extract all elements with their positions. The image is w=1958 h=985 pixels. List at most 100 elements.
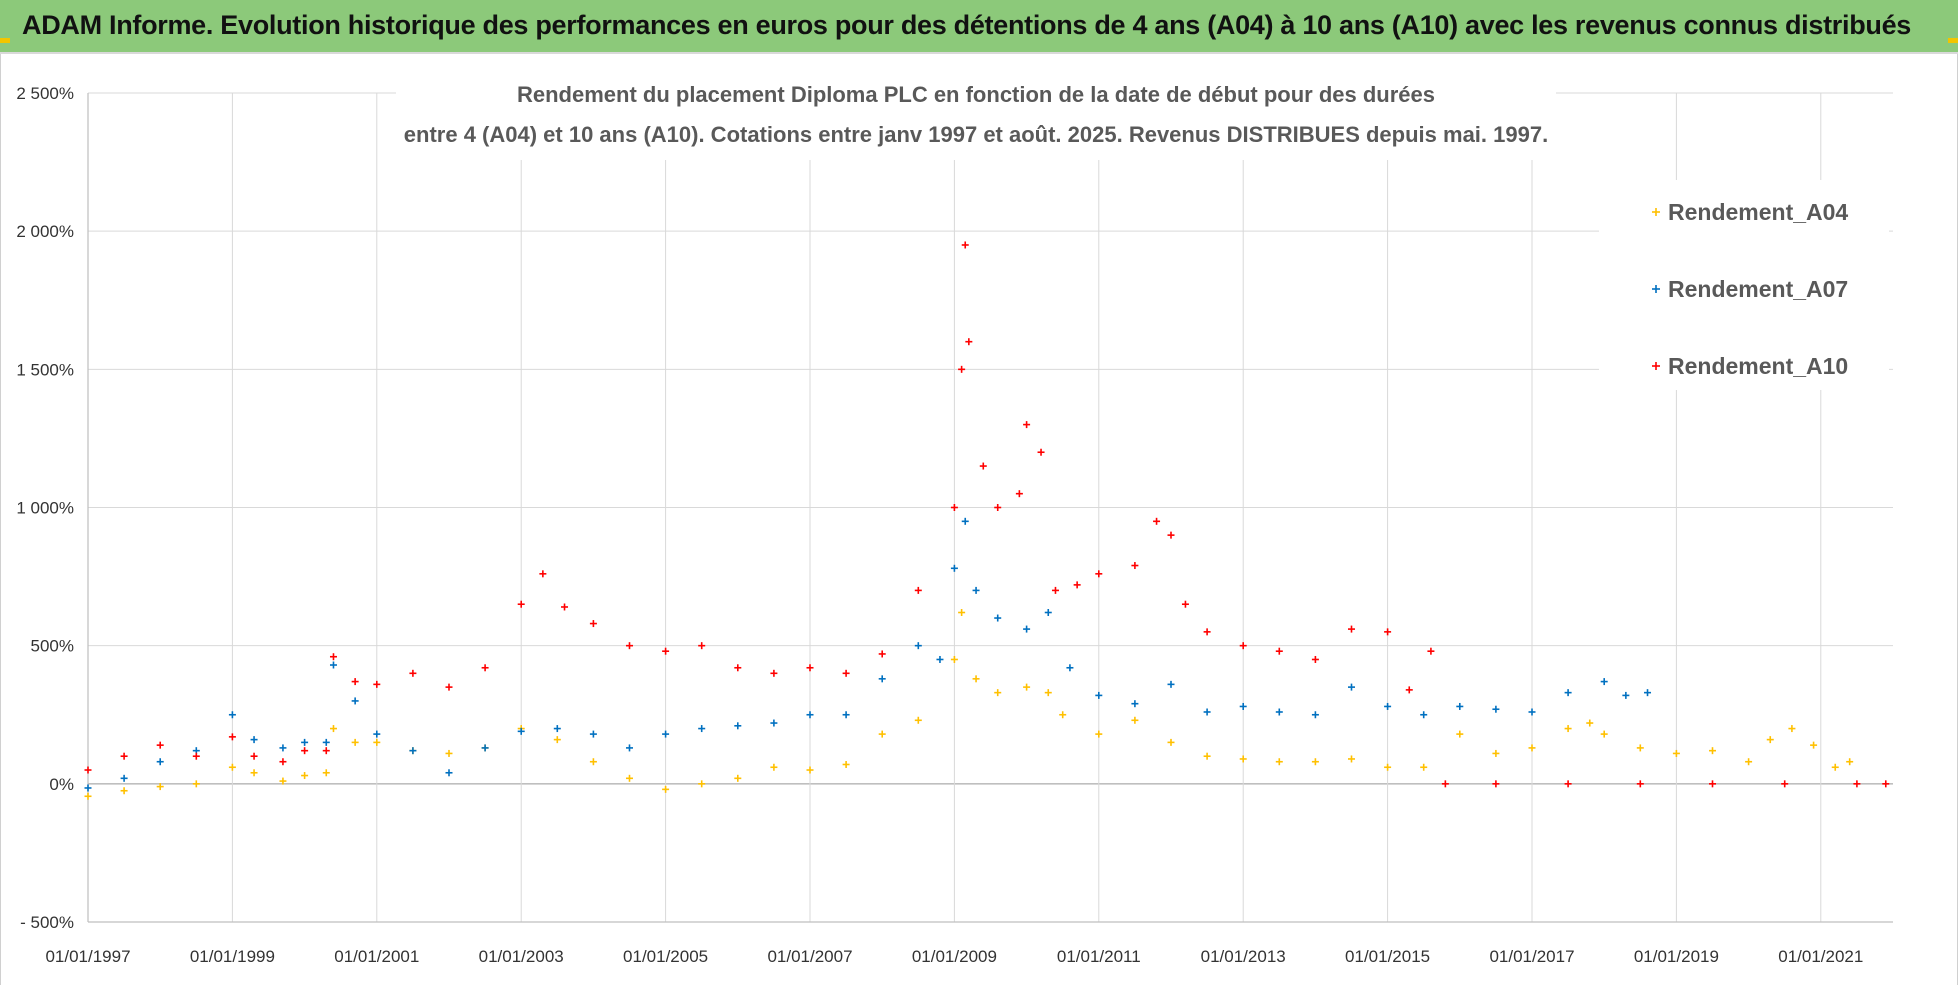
data-points xyxy=(84,241,1890,800)
data-point-rendement_a10 xyxy=(1181,600,1189,608)
data-point-rendement_a10 xyxy=(1037,448,1045,456)
data-point-rendement_a04 xyxy=(1275,758,1283,766)
data-point-rendement_a04 xyxy=(1059,711,1067,719)
data-point-rendement_a10 xyxy=(445,683,453,691)
data-point-rendement_a10 xyxy=(156,741,164,749)
x-tick-label: 01/01/1999 xyxy=(190,947,275,966)
data-point-rendement_a10 xyxy=(878,650,886,658)
x-tick-label: 01/01/2019 xyxy=(1634,947,1719,966)
data-point-rendement_a04 xyxy=(279,777,287,785)
data-point-rendement_a07 xyxy=(1066,664,1074,672)
data-point-rendement_a04 xyxy=(1672,749,1680,757)
data-point-rendement_a10 xyxy=(770,669,778,677)
data-point-rendement_a07 xyxy=(481,744,489,752)
corner-marker xyxy=(1948,38,1958,43)
data-point-rendement_a07 xyxy=(806,711,814,719)
data-point-rendement_a04 xyxy=(994,689,1002,697)
corner-marker xyxy=(0,38,10,43)
data-point-rendement_a04 xyxy=(1044,689,1052,697)
data-point-rendement_a07 xyxy=(662,730,670,738)
data-point-rendement_a07 xyxy=(1095,691,1103,699)
data-point-rendement_a07 xyxy=(1384,702,1392,710)
data-point-rendement_a10 xyxy=(561,603,569,611)
data-point-rendement_a04 xyxy=(958,609,966,617)
data-point-rendement_a04 xyxy=(770,763,778,771)
data-point-rendement_a10 xyxy=(734,664,742,672)
data-point-rendement_a10 xyxy=(228,733,236,741)
data-point-rendement_a04 xyxy=(301,772,309,780)
data-point-rendement_a04 xyxy=(1788,725,1796,733)
data-point-rendement_a10 xyxy=(329,653,337,661)
data-point-rendement_a04 xyxy=(842,760,850,768)
data-point-rendement_a07 xyxy=(409,747,417,755)
data-point-rendement_a04 xyxy=(914,716,922,724)
data-point-rendement_a10 xyxy=(965,338,973,346)
data-point-rendement_a10 xyxy=(250,752,258,760)
data-point-rendement_a04 xyxy=(589,758,597,766)
data-point-rendement_a07 xyxy=(1348,683,1355,691)
data-point-rendement_a04 xyxy=(156,783,164,791)
data-point-rendement_a10 xyxy=(1153,517,1161,525)
data-point-rendement_a04 xyxy=(351,738,359,746)
data-point-rendement_a10 xyxy=(192,752,200,760)
data-point-rendement_a10 xyxy=(1051,586,1059,594)
data-point-rendement_a07 xyxy=(1564,689,1572,697)
data-point-rendement_a04 xyxy=(1023,683,1031,691)
data-point-rendement_a04 xyxy=(1846,758,1854,766)
y-tick-label: 500% xyxy=(31,637,74,656)
legend-label: Rendement_A07 xyxy=(1668,276,1848,302)
data-point-rendement_a10 xyxy=(1564,780,1572,788)
data-point-rendement_a04 xyxy=(950,655,958,663)
data-point-rendement_a10 xyxy=(806,664,814,672)
data-point-rendement_a07 xyxy=(517,727,525,735)
data-point-rendement_a10 xyxy=(1709,780,1716,788)
header-banner: ADAM Informe. Evolution historique des p… xyxy=(0,0,1958,54)
x-tick-label: 01/01/2005 xyxy=(623,947,708,966)
data-point-rendement_a07 xyxy=(1023,625,1031,633)
data-point-rendement_a04 xyxy=(192,780,200,788)
data-point-rendement_a04 xyxy=(1745,758,1753,766)
y-tick-label: 2 000% xyxy=(16,222,74,241)
y-tick-label: 0% xyxy=(49,775,74,794)
data-point-rendement_a10 xyxy=(1348,625,1355,633)
data-point-rendement_a04 xyxy=(322,769,330,777)
data-point-rendement_a10 xyxy=(994,504,1002,511)
data-point-rendement_a04 xyxy=(1564,725,1572,733)
data-point-rendement_a07 xyxy=(1311,711,1319,719)
data-point-rendement_a10 xyxy=(958,365,966,373)
data-point-rendement_a04 xyxy=(84,792,92,800)
data-point-rendement_a04 xyxy=(734,774,742,782)
data-point-rendement_a04 xyxy=(662,785,670,793)
data-point-rendement_a10 xyxy=(322,747,330,755)
data-point-rendement_a10 xyxy=(626,642,633,650)
data-point-rendement_a07 xyxy=(553,725,561,733)
data-point-rendement_a07 xyxy=(950,564,958,572)
data-point-rendement_a07 xyxy=(322,738,330,746)
data-point-rendement_a10 xyxy=(301,747,309,755)
data-point-rendement_a04 xyxy=(1095,730,1103,738)
data-point-rendement_a04 xyxy=(445,749,453,757)
x-axis-ticks: 01/01/1997 01/01/1999 01/01/2001 01/01/2003… xyxy=(45,947,1863,966)
y-tick-label: 2 500% xyxy=(16,84,74,103)
data-point-rendement_a07 xyxy=(734,722,742,730)
data-point-rendement_a10 xyxy=(589,620,597,628)
data-point-rendement_a07 xyxy=(626,744,633,752)
data-point-rendement_a10 xyxy=(1427,647,1435,655)
data-point-rendement_a10 xyxy=(1167,531,1175,539)
data-point-rendement_a10 xyxy=(1405,686,1413,694)
data-point-rendement_a10 xyxy=(351,678,359,686)
data-point-rendement_a10 xyxy=(950,504,958,511)
data-point-rendement_a07 xyxy=(961,517,969,525)
data-point-rendement_a10 xyxy=(961,241,969,249)
data-point-rendement_a07 xyxy=(1044,609,1052,617)
data-point-rendement_a07 xyxy=(1239,702,1247,710)
data-point-rendement_a10 xyxy=(979,462,987,470)
data-point-rendement_a07 xyxy=(351,697,359,705)
legend-marker xyxy=(1652,285,1660,293)
data-point-rendement_a07 xyxy=(994,614,1002,622)
data-point-rendement_a04 xyxy=(1131,716,1139,724)
x-tick-label: 01/01/2013 xyxy=(1201,947,1286,966)
data-point-rendement_a07 xyxy=(329,661,337,669)
data-point-rendement_a07 xyxy=(1492,705,1500,713)
data-point-rendement_a10 xyxy=(1239,642,1247,650)
